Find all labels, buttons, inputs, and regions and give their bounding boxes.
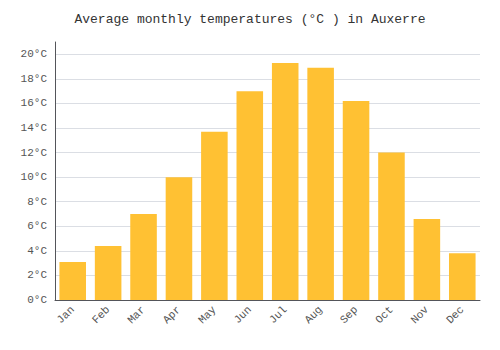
- svg-text:2°C: 2°C: [27, 269, 47, 281]
- svg-text:Jun: Jun: [232, 304, 254, 326]
- svg-text:Aug: Aug: [302, 304, 324, 326]
- svg-text:Dec: Dec: [444, 304, 466, 326]
- svg-text:Mar: Mar: [125, 304, 147, 326]
- svg-text:Average monthly temperatures (: Average monthly temperatures (°C ) in Au…: [74, 12, 425, 27]
- svg-text:10°C: 10°C: [21, 171, 48, 183]
- svg-text:14°C: 14°C: [21, 122, 48, 134]
- svg-text:Sep: Sep: [338, 304, 360, 326]
- svg-text:Jan: Jan: [54, 304, 76, 326]
- svg-text:Nov: Nov: [409, 303, 432, 326]
- svg-text:0°C: 0°C: [27, 294, 47, 306]
- svg-text:20°C: 20°C: [21, 48, 48, 60]
- svg-text:18°C: 18°C: [21, 73, 48, 85]
- svg-text:Oct: Oct: [373, 304, 395, 326]
- svg-text:16°C: 16°C: [21, 97, 48, 109]
- svg-text:Feb: Feb: [90, 304, 112, 326]
- svg-text:8°C: 8°C: [27, 196, 47, 208]
- svg-text:4°C: 4°C: [27, 245, 47, 257]
- svg-text:Apr: Apr: [161, 304, 183, 326]
- svg-text:12°C: 12°C: [21, 147, 48, 159]
- svg-text:6°C: 6°C: [27, 220, 47, 232]
- svg-text:Jul: Jul: [267, 304, 289, 326]
- svg-text:May: May: [196, 303, 219, 326]
